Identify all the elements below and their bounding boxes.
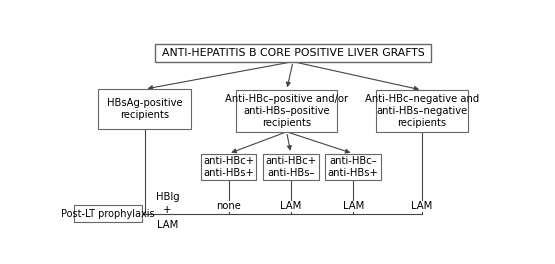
FancyBboxPatch shape bbox=[236, 90, 337, 132]
Text: Anti-HBc–positive and/or
anti-HBs–positive
recipients: Anti-HBc–positive and/or anti-HBs–positi… bbox=[225, 94, 348, 128]
Text: anti-HBc+
anti-HBs+: anti-HBc+ anti-HBs+ bbox=[203, 156, 254, 178]
Text: LAM: LAM bbox=[157, 220, 178, 230]
Text: Anti-HBc–negative and
anti-HBs–negative
recipients: Anti-HBc–negative and anti-HBs–negative … bbox=[365, 94, 479, 128]
Text: LAM: LAM bbox=[411, 201, 433, 211]
Text: anti-HBc–
anti-HBs+: anti-HBc– anti-HBs+ bbox=[328, 156, 379, 178]
Text: ANTI-HEPATITIS B CORE POSITIVE LIVER GRAFTS: ANTI-HEPATITIS B CORE POSITIVE LIVER GRA… bbox=[162, 48, 425, 58]
Text: HBIg: HBIg bbox=[155, 192, 179, 202]
Text: none: none bbox=[216, 201, 241, 211]
FancyBboxPatch shape bbox=[155, 44, 431, 62]
Text: LAM: LAM bbox=[342, 201, 364, 211]
Text: anti-HBc+
anti-HBs–: anti-HBc+ anti-HBs– bbox=[265, 156, 316, 178]
FancyBboxPatch shape bbox=[200, 154, 256, 180]
FancyBboxPatch shape bbox=[263, 154, 319, 180]
Text: LAM: LAM bbox=[280, 201, 301, 211]
FancyBboxPatch shape bbox=[74, 205, 143, 222]
FancyBboxPatch shape bbox=[98, 89, 191, 129]
FancyBboxPatch shape bbox=[376, 90, 468, 132]
Text: +: + bbox=[163, 205, 171, 215]
FancyBboxPatch shape bbox=[325, 154, 381, 180]
Text: HBsAg-positive
recipients: HBsAg-positive recipients bbox=[107, 98, 183, 120]
Text: Post-LT prophylaxis: Post-LT prophylaxis bbox=[61, 209, 155, 219]
